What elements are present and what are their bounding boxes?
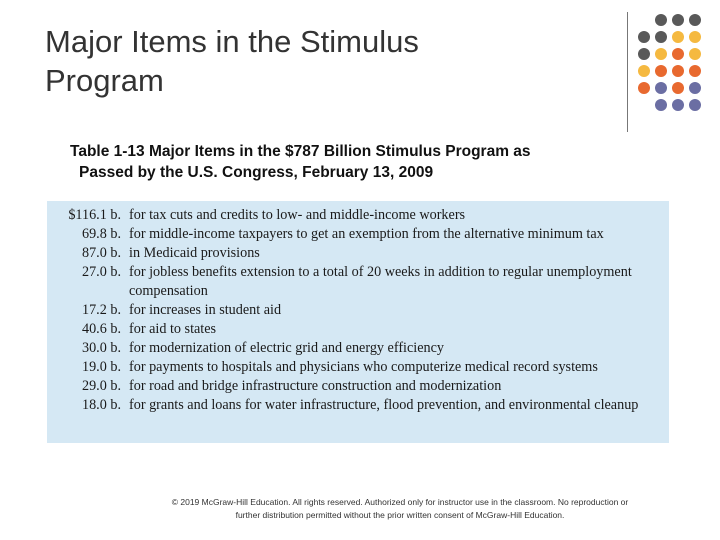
row-description: for jobless benefits extension to a tota…	[129, 264, 632, 299]
row-amount: 27.0 b.	[81, 264, 121, 280]
table-row: 40.6 b. for aid to states	[47, 320, 669, 339]
row-description: for tax cuts and credits to low- and mid…	[129, 207, 466, 223]
decorative-dot	[655, 82, 667, 94]
decorative-dot	[672, 82, 684, 94]
row-amount: 30.0 b.	[81, 340, 121, 356]
decorative-dot	[638, 31, 650, 43]
decorative-dot	[655, 99, 667, 111]
row-description: for road and bridge infrastructure const…	[129, 378, 502, 394]
table-rows: $116.1 b. for tax cuts and credits to low…	[47, 206, 669, 415]
table-caption: Table 1-13 Major Items in the $787 Billi…	[70, 141, 630, 183]
decorative-dot	[655, 65, 667, 77]
decorative-dot	[672, 48, 684, 60]
decorative-dot	[638, 82, 650, 94]
stimulus-items-table: $116.1 b. for tax cuts and credits to low…	[47, 201, 669, 443]
table-row: 87.0 b. in Medicaid provisions	[47, 244, 669, 263]
decorative-dot	[689, 82, 701, 94]
decorative-dot	[655, 48, 667, 60]
row-description: for payments to hospitals and physicians…	[129, 359, 598, 375]
decorative-dot	[672, 31, 684, 43]
table-row: 27.0 b. for jobless benefits extension to…	[47, 263, 669, 301]
row-amount: $116.1 b.	[68, 207, 121, 223]
row-amount: 29.0 b.	[81, 378, 121, 394]
decorative-dot	[689, 65, 701, 77]
slide-title-line-2: Program	[45, 63, 164, 98]
decorative-dot-grid	[636, 12, 720, 132]
slide-title: Major Items in the Stimulus Program	[45, 22, 565, 100]
row-description: for increases in student aid	[129, 302, 282, 318]
slide-title-line-1: Major Items in the Stimulus	[45, 24, 419, 59]
table-row: 69.8 b. for middle-income taxpayers to ge…	[47, 225, 669, 244]
row-description: for aid to states	[129, 321, 217, 337]
decorative-dot	[672, 14, 684, 26]
row-description: for grants and loans for water infrastru…	[129, 397, 639, 413]
decorative-dot	[638, 65, 650, 77]
row-amount: 18.0 b.	[81, 397, 121, 413]
table-row: 30.0 b. for modernization of electric gri…	[47, 339, 669, 358]
row-amount: 69.8 b.	[81, 226, 121, 242]
table-caption-line-2: Passed by the U.S. Congress, February 13…	[79, 164, 434, 181]
decorative-dot	[689, 48, 701, 60]
table-caption-line-1: Table 1-13 Major Items in the $787 Billi…	[70, 143, 531, 160]
decorative-dot	[638, 48, 650, 60]
copyright-notice: © 2019 McGraw-Hill Education. All rights…	[171, 497, 629, 520]
row-amount: 17.2 b.	[81, 302, 121, 318]
table-row: 18.0 b. for grants and loans for water in…	[47, 396, 669, 415]
table-row: 29.0 b. for road and bridge infrastructur…	[47, 377, 669, 396]
decorative-dot	[655, 14, 667, 26]
table-row: 19.0 b. for payments to hospitals and phy…	[47, 358, 669, 377]
row-description: in Medicaid provisions	[129, 245, 260, 261]
decorative-dot	[655, 31, 667, 43]
decorative-dot	[689, 99, 701, 111]
decorative-dot	[672, 65, 684, 77]
decorative-dot	[672, 99, 684, 111]
decorative-divider	[627, 12, 628, 132]
table-row: 17.2 b. for increases in student aid	[47, 301, 669, 320]
decorative-dot	[689, 31, 701, 43]
row-description: for modernization of electric grid and e…	[129, 340, 445, 356]
row-description: for middle-income taxpayers to get an ex…	[129, 226, 604, 242]
row-amount: 87.0 b.	[81, 245, 121, 261]
decorative-dot	[689, 14, 701, 26]
row-amount: 19.0 b.	[81, 359, 121, 375]
table-row: $116.1 b. for tax cuts and credits to low…	[47, 206, 669, 225]
row-amount: 40.6 b.	[81, 321, 121, 337]
